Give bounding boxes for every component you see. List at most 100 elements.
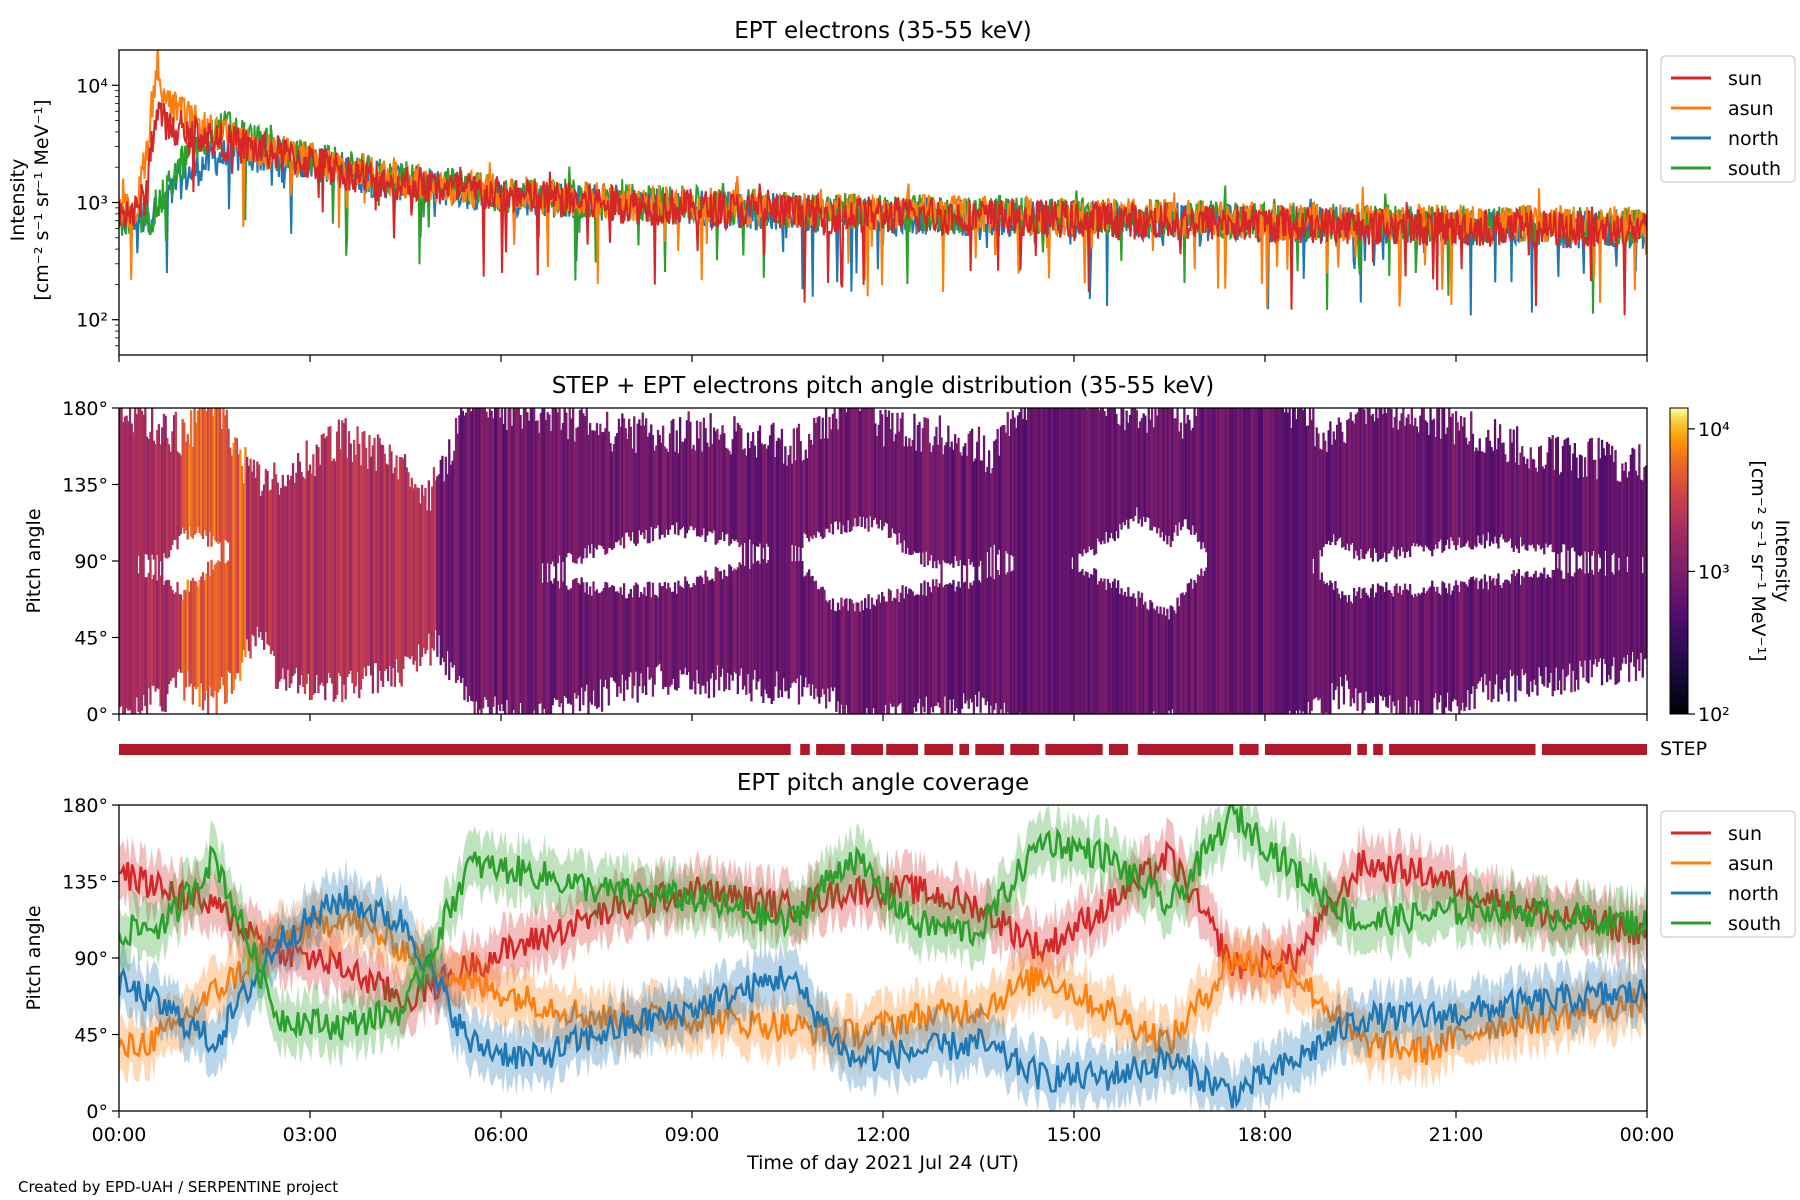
pad-heatmap-cell (636, 423, 639, 544)
pad-heatmap-cell (1339, 598, 1342, 677)
pad-heatmap-cell (933, 436, 936, 562)
pad-heatmap-cell (923, 417, 926, 567)
pad-heatmap-cell (510, 425, 514, 714)
pad-heatmap-cell (1499, 585, 1502, 690)
pad-heatmap-cell (1252, 408, 1256, 714)
pad-heatmap-cell (1555, 437, 1558, 668)
pad-heatmap-cell (935, 579, 938, 706)
pad-heatmap-cell (324, 438, 327, 701)
pad-heatmap-cell (1521, 575, 1524, 670)
pad-heatmap-cell (1385, 582, 1388, 707)
pad-heatmap-cell (1159, 408, 1162, 538)
pad-heatmap-cell (198, 579, 201, 707)
pad-heatmap-cell (230, 455, 234, 694)
pad-heatmap-cell (1312, 573, 1315, 700)
pad-heatmap-cell (785, 465, 789, 691)
pad-heatmap-cell (178, 594, 181, 670)
pad-heatmap-cell (1156, 606, 1159, 714)
pad-heatmap-cell (735, 431, 738, 540)
pad-heatmap-cell (1154, 610, 1157, 714)
pad-heatmap-cell (1179, 422, 1183, 531)
pad-heatmap-cell (1076, 408, 1079, 714)
pad-heatmap-cell (549, 431, 553, 565)
coverage-legend-box (1660, 810, 1796, 938)
pad-heatmap-cell (1407, 414, 1410, 551)
pad-heatmap-cell (1091, 574, 1094, 714)
pad-heatmap-cell (161, 427, 164, 712)
pad-heatmap-cell (1527, 468, 1531, 545)
coverage-band-south (119, 805, 1647, 1068)
pad-heatmap-cell (1427, 588, 1430, 714)
pad-heatmap-cell (614, 436, 617, 543)
pad-heatmap-cell (628, 418, 631, 537)
coverage-legend-label-asun: asun (1728, 853, 1774, 875)
pad-heatmap-cell (1532, 459, 1536, 549)
pad-heatmap-cell (1604, 455, 1607, 551)
coverage-y-tick-label: 45° (74, 1025, 108, 1047)
pad-heatmap-cell (1626, 572, 1629, 655)
pad-heatmap-cell (814, 580, 818, 689)
pad-heatmap-cell (945, 442, 948, 564)
pad-heatmap-cell (1251, 408, 1254, 714)
pad-heatmap-cell (952, 449, 955, 568)
pad-heatmap-cell (707, 446, 711, 532)
pad-heatmap-cell (1560, 570, 1563, 695)
pad-heatmap-cell (1424, 593, 1427, 714)
pad-heatmap-cell (886, 601, 889, 714)
pad-heatmap-cell (1611, 572, 1614, 667)
pad-heatmap-cell (526, 412, 529, 714)
pad-heatmap-cell (119, 408, 121, 708)
pad-heatmap-cell (1137, 591, 1140, 714)
pad-heatmap-cell (1074, 408, 1077, 714)
coverage-y-tick-label: 90° (74, 948, 108, 970)
pad-heatmap-cell (794, 561, 797, 684)
coverage-y-tick-label: 135° (62, 872, 108, 894)
pad-heatmap-cell (728, 450, 731, 546)
pad-heatmap-cell (612, 443, 616, 549)
pad-heatmap-cell (1174, 418, 1177, 525)
pad-heatmap-cell (375, 470, 378, 664)
pad-heatmap-cell (473, 408, 476, 714)
pad-heatmap-cell (1538, 576, 1541, 668)
pad-heatmap-cell (1161, 408, 1164, 533)
intensity-y-tick-label: 10² (76, 310, 108, 332)
pad-heatmap-cell (611, 584, 614, 678)
step-coverage-segment (1239, 744, 1259, 755)
pad-heatmap-cell (492, 418, 495, 707)
pad-heatmap-cell (589, 586, 592, 703)
pad-heatmap-cell (188, 591, 191, 687)
pad-heatmap-cell (1414, 593, 1417, 700)
pad-heatmap-cell (1081, 568, 1084, 714)
pad-heatmap-cell (1110, 587, 1113, 714)
pad-heatmap-cell (186, 579, 189, 672)
pad-heatmap-cell (162, 584, 166, 712)
pad-heatmap-cell (604, 581, 607, 680)
pad-heatmap-cell (964, 581, 967, 704)
pad-heatmap-cell (1045, 408, 1048, 714)
pad-heatmap-cell (656, 429, 660, 526)
pad-heatmap-cell (1354, 414, 1357, 551)
pad-heatmap-cell (1543, 567, 1546, 687)
pad-heatmap-cell (572, 579, 575, 714)
pad-heatmap-cell (1298, 408, 1301, 711)
pad-heatmap-cell (1383, 591, 1386, 698)
credit-footer: Created by EPD-UAH / SERPENTINE project (18, 1178, 338, 1196)
pad-heatmap-cell (1373, 421, 1376, 549)
pad-heatmap-cell (1261, 408, 1264, 714)
pad-heatmap-cell (580, 408, 583, 564)
pad-heatmap-cell (752, 563, 755, 680)
pad-heatmap-cell (1443, 582, 1446, 714)
pad-heatmap-cell (614, 591, 617, 683)
pad-heatmap-cell (1358, 408, 1361, 561)
pad-heatmap-cell (522, 408, 526, 714)
pad-heatmap-cell (1308, 408, 1312, 714)
pad-heatmap-cell (587, 434, 590, 546)
pad-heatmap-cell (962, 582, 965, 694)
pad-heatmap-cell (1050, 408, 1054, 714)
pad-heatmap-cell (1176, 408, 1179, 536)
pad-heatmap-cell (898, 602, 901, 705)
pad-heatmap-cell (1539, 445, 1542, 550)
pad-heatmap-cell (1174, 613, 1177, 714)
pad-heatmap-cell (680, 587, 683, 675)
pad-heatmap-cell (916, 425, 919, 554)
